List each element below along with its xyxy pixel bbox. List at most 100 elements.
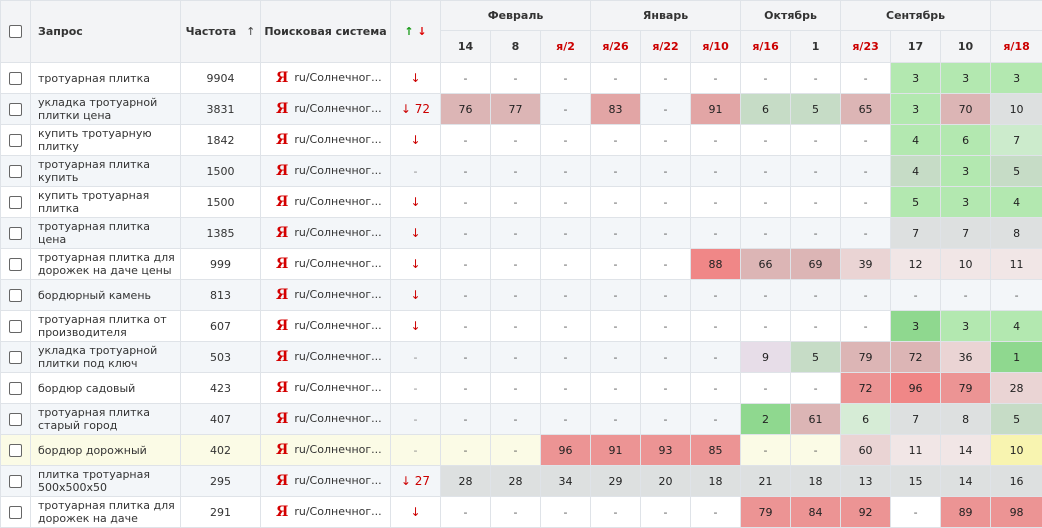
row-checkbox[interactable]: [9, 258, 22, 271]
select-all-cell[interactable]: [1, 1, 31, 63]
position-cell: 6: [741, 94, 791, 125]
date-header[interactable]: я/23: [841, 31, 891, 63]
position-cell: 9: [741, 342, 791, 373]
row-checkbox[interactable]: [9, 320, 22, 333]
row-checkbox[interactable]: [9, 289, 22, 302]
date-header[interactable]: 17: [891, 31, 941, 63]
row-checkbox[interactable]: [9, 382, 22, 395]
row-select-cell[interactable]: [1, 218, 31, 249]
row-checkbox[interactable]: [9, 165, 22, 178]
position-cell: 96: [541, 435, 591, 466]
row-select-cell[interactable]: [1, 404, 31, 435]
row-checkbox[interactable]: [9, 196, 22, 209]
date-header[interactable]: 14: [441, 31, 491, 63]
date-header[interactable]: я/18: [991, 31, 1042, 63]
row-select-cell[interactable]: [1, 125, 31, 156]
date-header[interactable]: я/16: [741, 31, 791, 63]
position-cell: -: [841, 63, 891, 94]
position-cell: 2: [741, 404, 791, 435]
row-select-cell[interactable]: [1, 311, 31, 342]
position-cell: 3: [891, 311, 941, 342]
row-select-cell[interactable]: [1, 280, 31, 311]
row-select-cell[interactable]: [1, 156, 31, 187]
row-select-cell[interactable]: [1, 342, 31, 373]
position-cell: -: [491, 280, 541, 311]
position-cell: -: [541, 249, 591, 280]
row-select-cell[interactable]: [1, 63, 31, 94]
dynamics-cell: ↓: [391, 249, 441, 280]
position-cell: 34: [541, 466, 591, 497]
select-all-checkbox[interactable]: [9, 25, 22, 38]
date-header[interactable]: я/26: [591, 31, 641, 63]
frequency-header[interactable]: Частота↑: [181, 1, 261, 63]
row-checkbox[interactable]: [9, 444, 22, 457]
date-header[interactable]: я/22: [641, 31, 691, 63]
date-header[interactable]: 1: [791, 31, 841, 63]
position-cell: -: [691, 342, 741, 373]
row-checkbox[interactable]: [9, 413, 22, 426]
position-cell: 77: [491, 94, 541, 125]
row-checkbox[interactable]: [9, 227, 22, 240]
row-checkbox[interactable]: [9, 506, 22, 519]
row-checkbox[interactable]: [9, 103, 22, 116]
region-label: ru/Солнечног...: [294, 71, 381, 84]
search-engine-header[interactable]: Поисковая система: [261, 1, 391, 63]
position-cell: 61: [791, 404, 841, 435]
row-select-cell[interactable]: [1, 466, 31, 497]
row-checkbox[interactable]: [9, 134, 22, 147]
dynamics-header[interactable]: ↑ ↓: [391, 1, 441, 63]
row-checkbox[interactable]: [9, 351, 22, 364]
date-header[interactable]: я/2: [541, 31, 591, 63]
position-cell: 5: [791, 94, 841, 125]
row-select-cell[interactable]: [1, 497, 31, 528]
row-select-cell[interactable]: [1, 373, 31, 404]
position-cell: -: [441, 497, 491, 528]
row-select-cell[interactable]: [1, 94, 31, 125]
row-checkbox[interactable]: [9, 475, 22, 488]
position-cell: 79: [941, 373, 991, 404]
position-cell: -: [641, 311, 691, 342]
query-header[interactable]: Запрос: [31, 1, 181, 63]
date-header[interactable]: я/10: [691, 31, 741, 63]
position-cell: 72: [891, 342, 941, 373]
position-cell: 10: [941, 249, 991, 280]
row-select-cell[interactable]: [1, 249, 31, 280]
date-header[interactable]: 10: [941, 31, 991, 63]
row-select-cell[interactable]: [1, 187, 31, 218]
position-cell: -: [841, 125, 891, 156]
row-select-cell[interactable]: [1, 435, 31, 466]
date-header[interactable]: 8: [491, 31, 541, 63]
position-cell: 28: [991, 373, 1042, 404]
table-row[interactable]: тротуарная плитка для дорожек на даче це…: [1, 249, 1042, 280]
row-checkbox[interactable]: [9, 72, 22, 85]
